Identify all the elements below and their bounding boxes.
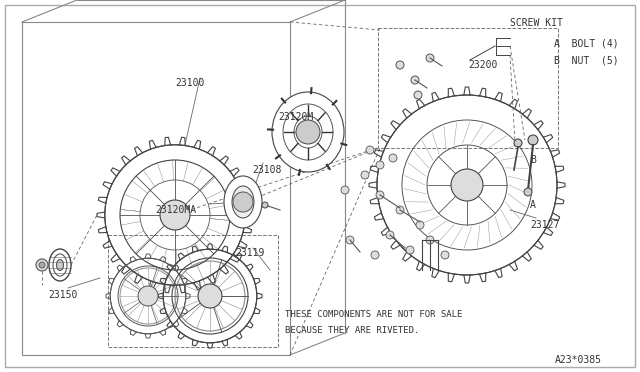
Circle shape [376, 191, 384, 199]
Circle shape [262, 202, 268, 208]
Bar [108, 235, 278, 347]
Ellipse shape [224, 176, 262, 228]
Circle shape [366, 146, 374, 154]
Circle shape [414, 91, 422, 99]
Ellipse shape [272, 92, 344, 172]
Circle shape [233, 192, 253, 212]
Ellipse shape [56, 260, 63, 270]
Circle shape [426, 236, 434, 244]
Circle shape [361, 171, 369, 179]
Text: A  BOLT (4): A BOLT (4) [554, 38, 619, 48]
Circle shape [296, 120, 320, 144]
Text: SCREW KIT: SCREW KIT [510, 18, 563, 28]
Circle shape [528, 135, 538, 145]
Bar [378, 28, 558, 148]
Circle shape [524, 188, 532, 196]
Circle shape [416, 221, 424, 229]
Circle shape [160, 200, 190, 230]
Text: 23127: 23127 [530, 220, 559, 230]
Circle shape [396, 61, 404, 69]
Text: B: B [530, 155, 536, 165]
Circle shape [341, 186, 349, 194]
Circle shape [451, 169, 483, 201]
Ellipse shape [294, 116, 322, 148]
Circle shape [39, 262, 45, 268]
Circle shape [514, 139, 522, 147]
Circle shape [386, 231, 394, 239]
Circle shape [138, 286, 158, 306]
Text: A: A [530, 200, 536, 210]
Text: 23120MA: 23120MA [155, 205, 196, 215]
Ellipse shape [232, 186, 254, 218]
Circle shape [346, 236, 354, 244]
Text: 23150: 23150 [48, 290, 77, 300]
Text: B  NUT  (5): B NUT (5) [554, 55, 619, 65]
Circle shape [426, 54, 434, 62]
Circle shape [389, 154, 397, 162]
Text: 23200: 23200 [468, 60, 497, 70]
Text: 23120M: 23120M [278, 112, 313, 122]
Text: 23100: 23100 [175, 78, 204, 88]
Circle shape [376, 161, 384, 169]
Text: 23108: 23108 [252, 165, 282, 175]
Text: THESE COMPONENTS ARE NOT FOR SALE: THESE COMPONENTS ARE NOT FOR SALE [285, 310, 462, 319]
Circle shape [411, 76, 419, 84]
Circle shape [396, 206, 404, 214]
Text: BECAUSE THEY ARE RIVETED.: BECAUSE THEY ARE RIVETED. [285, 326, 419, 335]
Text: A23*0385: A23*0385 [555, 355, 602, 365]
Ellipse shape [53, 254, 67, 276]
Text: 23119: 23119 [235, 248, 264, 258]
Bar [22, 22, 290, 355]
Circle shape [441, 251, 449, 259]
Circle shape [371, 251, 379, 259]
Circle shape [406, 246, 414, 254]
Ellipse shape [49, 249, 71, 281]
Circle shape [36, 259, 48, 271]
Circle shape [198, 284, 222, 308]
